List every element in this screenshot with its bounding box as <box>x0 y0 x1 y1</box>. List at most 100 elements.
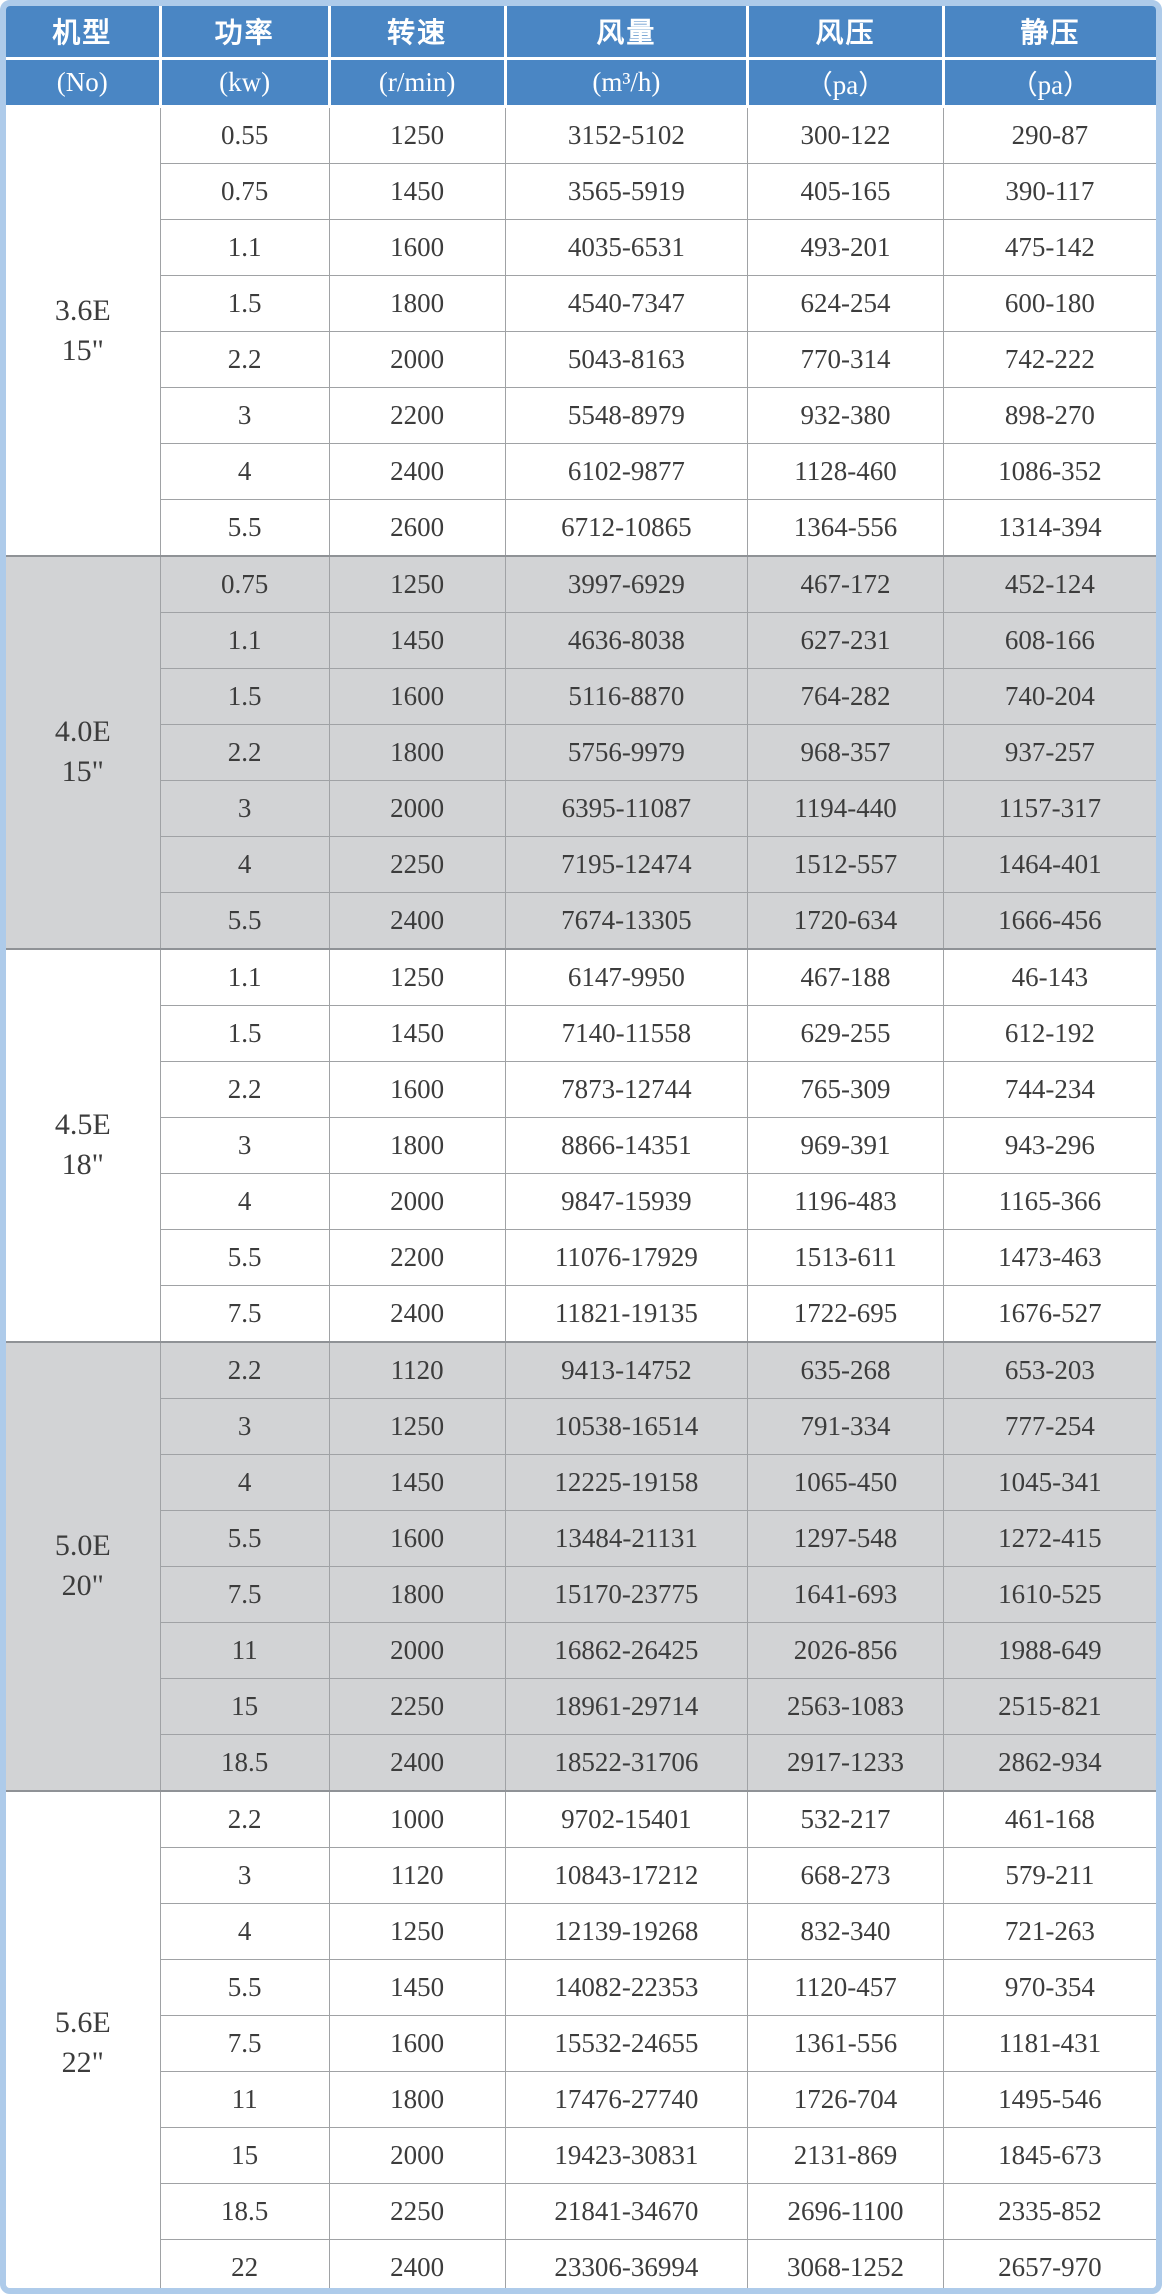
airflow-cell: 4035-6531 <box>504 218 749 276</box>
static-pressure-cell: 937-257 <box>942 723 1156 781</box>
model-size: 22" <box>61 2045 104 2079</box>
table-row: 15 2250 18961-29714 2563-1083 2515-821 <box>6 1677 1156 1735</box>
airflow-cell: 10538-16514 <box>504 1397 749 1455</box>
power-cell: 2.2 <box>159 1789 330 1848</box>
pressure-cell: 532-217 <box>747 1789 944 1848</box>
speed-cell: 2600 <box>328 498 506 556</box>
speed-cell: 1120 <box>328 1846 506 1904</box>
pressure-cell: 2563-1083 <box>747 1677 944 1735</box>
speed-cell: 1600 <box>328 1060 506 1118</box>
col-unit-model: (No) <box>6 56 162 108</box>
airflow-cell: 8866-14351 <box>504 1116 749 1174</box>
speed-cell: 2250 <box>328 1677 506 1735</box>
pressure-cell: 764-282 <box>747 667 944 725</box>
speed-cell: 1250 <box>328 1902 506 1960</box>
power-cell: 15 <box>160 1677 330 1735</box>
airflow-cell: 21841-34670 <box>504 2182 749 2240</box>
pressure-cell: 1726-704 <box>747 2070 944 2128</box>
airflow-cell: 7674-13305 <box>504 891 749 949</box>
static-pressure-cell: 1165-366 <box>942 1172 1156 1230</box>
speed-cell: 1600 <box>328 2014 506 2072</box>
power-cell: 4 <box>160 1172 330 1230</box>
model-number: 5.6E <box>54 2005 111 2039</box>
power-cell: 1.5 <box>160 1004 330 1062</box>
static-pressure-cell: 1473-463 <box>942 1228 1156 1286</box>
airflow-cell: 15170-23775 <box>504 1565 749 1623</box>
table-row: 1.5 1800 4540-7347 624-254 600-180 <box>6 274 1156 332</box>
airflow-cell: 10843-17212 <box>504 1846 749 1904</box>
speed-cell: 2400 <box>328 1733 506 1791</box>
static-pressure-cell: 1610-525 <box>942 1565 1156 1623</box>
pressure-cell: 1128-460 <box>747 442 944 500</box>
pressure-cell: 1641-693 <box>747 1565 944 1623</box>
airflow-cell: 9847-15939 <box>504 1172 749 1230</box>
power-cell: 1.1 <box>160 218 330 276</box>
power-cell: 3 <box>160 1116 330 1174</box>
table-row: 4 2000 9847-15939 1196-483 1165-366 <box>6 1172 1156 1230</box>
speed-cell: 2000 <box>328 330 506 388</box>
table-row: 4 2250 7195-12474 1512-557 1464-401 <box>6 835 1156 893</box>
model-number: 4.0E <box>54 715 111 748</box>
pressure-cell: 932-380 <box>747 386 944 444</box>
static-pressure-cell: 744-234 <box>942 1060 1156 1118</box>
table-row: 5.5 2200 11076-17929 1513-611 1473-463 <box>6 1228 1156 1286</box>
pressure-cell: 629-255 <box>747 1004 944 1062</box>
power-cell: 3 <box>160 1397 330 1455</box>
static-pressure-cell: 1666-456 <box>942 891 1156 949</box>
airflow-cell: 15532-24655 <box>504 2014 749 2072</box>
static-pressure-cell: 653-203 <box>942 1340 1156 1399</box>
speed-cell: 2000 <box>328 1621 506 1679</box>
power-cell: 5.5 <box>160 1509 330 1567</box>
table-row: 1.1 1600 4035-6531 493-201 475-142 <box>6 218 1156 276</box>
table-row: 5.5 2400 7674-13305 1720-634 1666-456 <box>6 891 1156 949</box>
power-cell: 1.1 <box>159 947 330 1006</box>
pressure-cell: 300-122 <box>747 105 944 164</box>
static-pressure-cell: 579-211 <box>942 1846 1156 1904</box>
static-pressure-cell: 46-143 <box>942 947 1156 1006</box>
model-size: 20" <box>61 1569 104 1602</box>
airflow-cell: 3152-5102 <box>504 105 749 164</box>
power-cell: 3 <box>160 1846 330 1904</box>
pressure-cell: 3068-1252 <box>747 2238 944 2288</box>
power-cell: 3 <box>160 779 330 837</box>
model-cell: 4.5E 18" <box>6 947 161 1342</box>
airflow-cell: 12139-19268 <box>504 1902 749 1960</box>
airflow-cell: 4540-7347 <box>504 274 749 332</box>
speed-cell: 1450 <box>328 1453 506 1511</box>
col-unit-airflow: (m³/h) <box>503 56 750 108</box>
pressure-cell: 2026-856 <box>747 1621 944 1679</box>
power-cell: 5.5 <box>160 891 330 949</box>
power-cell: 4 <box>160 442 330 500</box>
power-cell: 1.5 <box>160 667 330 725</box>
speed-cell: 1000 <box>328 1789 506 1848</box>
airflow-cell: 18961-29714 <box>504 1677 749 1735</box>
static-pressure-cell: 1086-352 <box>942 442 1156 500</box>
power-cell: 18.5 <box>160 1733 330 1791</box>
table-row: 5.5 1600 13484-21131 1297-548 1272-415 <box>6 1509 1156 1567</box>
speed-cell: 2250 <box>328 2182 506 2240</box>
airflow-cell: 7140-11558 <box>504 1004 749 1062</box>
table-row: 4 1250 12139-19268 832-340 721-263 <box>6 1902 1156 1960</box>
table-row: 1.5 1600 5116-8870 764-282 740-204 <box>6 667 1156 725</box>
airflow-cell: 3997-6929 <box>504 554 749 613</box>
speed-cell: 2000 <box>328 779 506 837</box>
pressure-cell: 493-201 <box>747 218 944 276</box>
pressure-cell: 791-334 <box>747 1397 944 1455</box>
table-row: 3 1250 10538-16514 791-334 777-254 <box>6 1397 1156 1455</box>
airflow-cell: 14082-22353 <box>504 1958 749 2016</box>
airflow-cell: 16862-26425 <box>504 1621 749 1679</box>
power-cell: 7.5 <box>160 1565 330 1623</box>
power-cell: 2.2 <box>159 1340 330 1399</box>
speed-cell: 1250 <box>328 947 506 1006</box>
static-pressure-cell: 290-87 <box>942 105 1156 164</box>
airflow-cell: 7873-12744 <box>504 1060 749 1118</box>
static-pressure-cell: 1272-415 <box>942 1509 1156 1567</box>
table-header: 机型 功率 转速 风量 风压 静压 (No) (kw) (r/min) (m³/… <box>6 6 1156 108</box>
pressure-cell: 968-357 <box>747 723 944 781</box>
col-unit-static-pressure: （pa） <box>941 56 1156 108</box>
table-row: 4 2400 6102-9877 1128-460 1086-352 <box>6 442 1156 500</box>
power-cell: 7.5 <box>160 1284 330 1342</box>
static-pressure-cell: 1464-401 <box>942 835 1156 893</box>
table-row: 2.2 1600 7873-12744 765-309 744-234 <box>6 1060 1156 1118</box>
pressure-cell: 1512-557 <box>747 835 944 893</box>
